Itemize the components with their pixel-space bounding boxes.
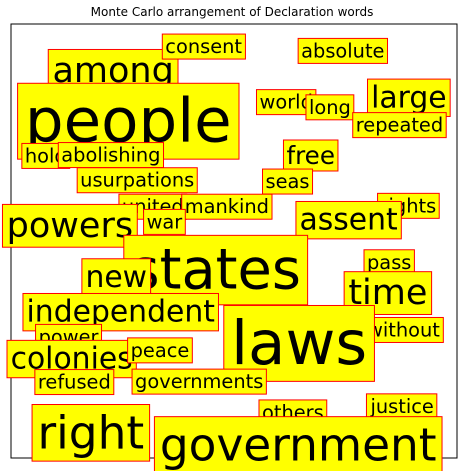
word-label-abolishing: abolishing xyxy=(61,144,160,167)
word-large: large xyxy=(366,78,451,117)
word-label-mankind: mankind xyxy=(185,195,269,218)
word-independent: independent xyxy=(22,292,219,332)
word-box-abolishing xyxy=(57,142,165,169)
word-assent: assent xyxy=(295,200,402,240)
word-label-consent: consent xyxy=(165,35,242,58)
word-label-powers: powers xyxy=(7,206,133,246)
word-box-repeated xyxy=(352,112,447,139)
chart-title: Monte Carlo arrangement of Declaration w… xyxy=(90,5,374,19)
word-box-pass xyxy=(363,249,415,276)
word-label-refused: refused xyxy=(38,371,111,394)
word-box-governments xyxy=(131,368,267,395)
word-label-states: states xyxy=(131,238,301,303)
word-consent: consent xyxy=(161,33,246,60)
word-box-right xyxy=(31,404,151,462)
word-label-justice: justice xyxy=(369,395,433,418)
word-powers: powers xyxy=(1,203,138,248)
word-war: war xyxy=(143,208,186,235)
word-right: right xyxy=(31,404,151,462)
word-label-right: right xyxy=(38,406,145,459)
word-box-seas xyxy=(262,168,314,195)
word-states: states xyxy=(123,234,309,306)
word-label-independent: independent xyxy=(27,295,215,330)
word-pass: pass xyxy=(363,249,415,276)
word-seas: seas xyxy=(262,168,314,195)
word-box-peace xyxy=(127,337,193,364)
word-without: without xyxy=(363,316,444,343)
word-governments: governments xyxy=(131,368,267,395)
word-label-usurpations: usurpations xyxy=(80,169,194,192)
word-label-war: war xyxy=(147,210,183,233)
word-box-mankind xyxy=(181,193,273,220)
word-box-long xyxy=(305,94,355,121)
word-box-government xyxy=(153,416,443,471)
word-box-powers xyxy=(1,203,138,248)
word-label-without: without xyxy=(367,318,440,341)
word-label-laws: laws xyxy=(231,308,367,379)
word-label-world: world xyxy=(259,91,312,114)
word-usurpations: usurpations xyxy=(76,167,198,194)
word-absolute: absolute xyxy=(297,37,389,64)
word-box-consent xyxy=(161,33,246,60)
word-box-refused xyxy=(34,369,115,396)
word-label-pass: pass xyxy=(367,251,411,274)
word-label-seas: seas xyxy=(266,170,310,193)
word-label-free: free xyxy=(286,141,335,170)
word-government: government xyxy=(153,416,443,471)
word-box-assent xyxy=(295,200,402,240)
word-label-repeated: repeated xyxy=(356,114,443,137)
word-new: new xyxy=(81,258,152,297)
word-abolishing: abolishing xyxy=(57,142,165,169)
word-free: free xyxy=(282,139,339,172)
word-label-hold: hold xyxy=(25,144,67,167)
word-box-usurpations xyxy=(76,167,198,194)
word-label-government: government xyxy=(160,418,437,471)
word-label-governments: governments xyxy=(135,370,263,393)
word-peace: peace xyxy=(127,337,193,364)
word-justice: justice xyxy=(365,393,438,420)
word-mankind: mankind xyxy=(181,193,273,220)
word-box-war xyxy=(143,208,186,235)
word-label-absolute: absolute xyxy=(301,39,384,62)
word-label-large: large xyxy=(371,80,447,115)
word-label-new: new xyxy=(85,260,147,295)
word-label-peace: peace xyxy=(131,339,190,362)
word-label-assent: assent xyxy=(300,203,398,238)
word-repeated: repeated xyxy=(352,112,447,139)
word-label-long: long xyxy=(309,96,351,119)
word-box-absolute xyxy=(297,37,389,64)
word-refused: refused xyxy=(34,369,115,396)
word-long: long xyxy=(305,94,355,121)
word-laws: laws xyxy=(223,304,375,382)
